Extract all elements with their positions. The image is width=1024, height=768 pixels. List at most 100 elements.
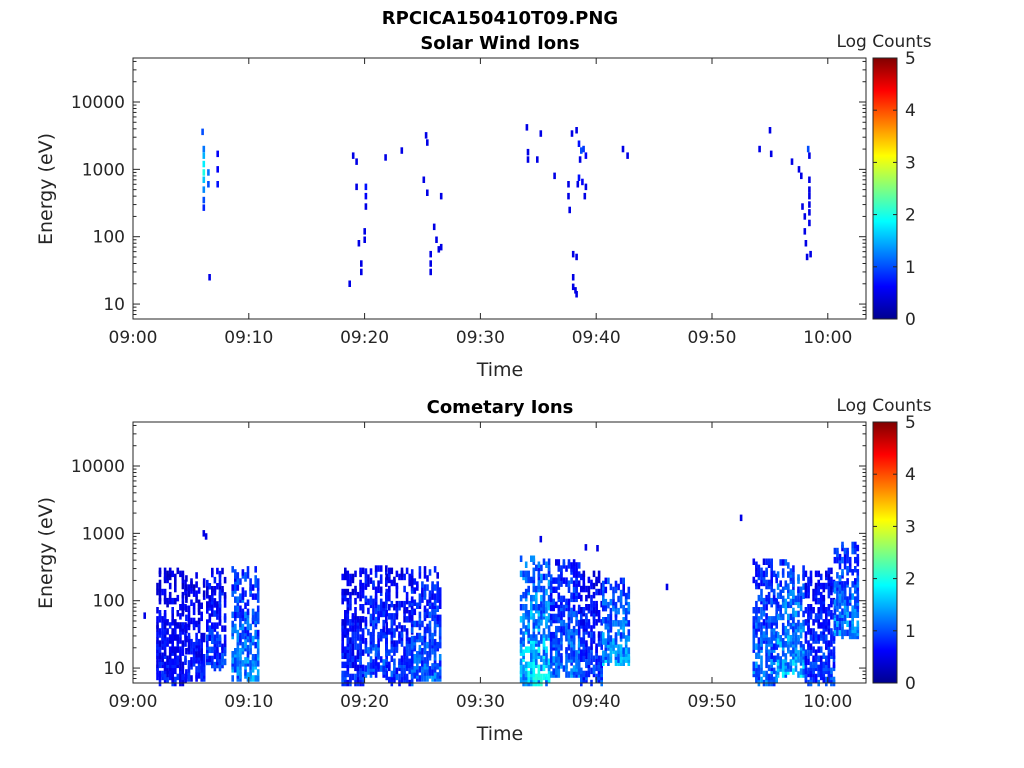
heatmap-cell [524, 646, 528, 653]
heatmap-cell [792, 571, 795, 578]
heatmap-cell [403, 667, 406, 675]
heatmap-cell [772, 655, 776, 662]
colorbar-tick-label: 2 [905, 570, 916, 590]
heatmap-cell [776, 571, 780, 578]
heatmap-cell [794, 641, 798, 648]
x-tick-label: 09:00 [109, 692, 158, 712]
heatmap-cell [239, 605, 242, 612]
heatmap-cell [344, 652, 347, 659]
heatmap-cell [555, 559, 558, 566]
heatmap-cell [388, 661, 391, 669]
heatmap-cell [827, 604, 831, 611]
heatmap-cell [236, 611, 240, 619]
heatmap-cell [767, 579, 771, 587]
heatmap-cell [156, 588, 159, 596]
heatmap-cell [825, 607, 828, 614]
heatmap-cell [843, 629, 847, 637]
heatmap-cell [572, 559, 576, 566]
heatmap-cell [405, 616, 409, 623]
heatmap-cell [626, 152, 629, 159]
heatmap-cell [851, 593, 854, 600]
heatmap-cell [221, 643, 224, 651]
heatmap-cell [822, 676, 826, 684]
heatmap-cell [580, 147, 583, 154]
heatmap-cell [249, 660, 252, 667]
heatmap-cell [804, 637, 808, 644]
heatmap-cell [433, 623, 437, 631]
heatmap-cell [234, 596, 237, 603]
heatmap-cell [781, 568, 785, 575]
heatmap-cell [617, 595, 620, 603]
heatmap-cell [349, 649, 352, 656]
heatmap-cell [567, 622, 571, 630]
heatmap-cell [797, 619, 800, 627]
heatmap-cell [181, 673, 185, 681]
heatmap-cell [612, 638, 615, 645]
heatmap-cell [213, 622, 217, 629]
heatmap-cell [218, 610, 222, 617]
heatmap-cell [372, 580, 375, 587]
heatmap-cell [624, 647, 628, 654]
heatmap-cell [213, 576, 217, 584]
colorbar-tick-label: 4 [905, 101, 916, 121]
heatmap-cell [344, 567, 347, 575]
heatmap-cell [794, 610, 798, 618]
heatmap-cell [363, 228, 366, 235]
heatmap-cell [577, 619, 581, 627]
heatmap-cell [351, 613, 355, 620]
heatmap-cell [168, 591, 172, 599]
heatmap-cell [614, 632, 618, 639]
heatmap-cell [379, 665, 383, 672]
heatmap-cell [817, 634, 820, 641]
heatmap-cell [385, 613, 388, 621]
heatmap-cell [349, 655, 352, 662]
heatmap-cell [767, 597, 771, 605]
heatmap-cell [560, 580, 563, 587]
heatmap-cell [595, 600, 598, 608]
heatmap-cell [575, 650, 578, 657]
heatmap-cell [530, 643, 533, 650]
heatmap-cell [602, 650, 605, 657]
heatmap-cell [755, 561, 758, 568]
y-tick-label: 10 [103, 659, 125, 679]
heatmap-cell [234, 584, 237, 591]
heatmap-cell [812, 628, 815, 635]
heatmap-cell [187, 644, 191, 652]
heatmap-cell [827, 573, 831, 581]
heatmap-cell [426, 623, 429, 631]
heatmap-cell [254, 566, 257, 573]
heatmap-cell [403, 646, 406, 653]
heatmap-cell [549, 595, 553, 603]
heatmap-cell [775, 637, 778, 644]
x-tick-label: 09:30 [456, 692, 505, 712]
heatmap-cell [822, 604, 826, 611]
heatmap-cell [552, 631, 555, 639]
heatmap-cell [592, 570, 596, 578]
heatmap-cell [607, 577, 610, 585]
heatmap-cell [614, 650, 618, 657]
heatmap-cell [213, 586, 217, 593]
heatmap-cell [812, 594, 815, 602]
heatmap-cell [627, 635, 631, 642]
heatmap-cell [405, 673, 409, 681]
heatmap-cell [341, 661, 344, 669]
heatmap-cell [590, 600, 593, 608]
heatmap-cell [218, 570, 222, 578]
heatmap-cell [772, 643, 776, 650]
heatmap-cell [176, 673, 180, 681]
heatmap-cell [802, 625, 805, 633]
heatmap-cell [830, 628, 833, 635]
heatmap-cell [530, 634, 533, 641]
heatmap-cell [604, 650, 608, 657]
heatmap-cell [524, 661, 528, 669]
heatmap-cell [770, 616, 773, 623]
heatmap-cell [254, 641, 257, 649]
heatmap-cell [388, 576, 391, 584]
heatmap-cell [395, 607, 399, 614]
heatmap-cell [388, 628, 391, 635]
heatmap-cell [547, 600, 551, 608]
heatmap-cell [369, 631, 373, 639]
heatmap-cell [421, 672, 424, 679]
